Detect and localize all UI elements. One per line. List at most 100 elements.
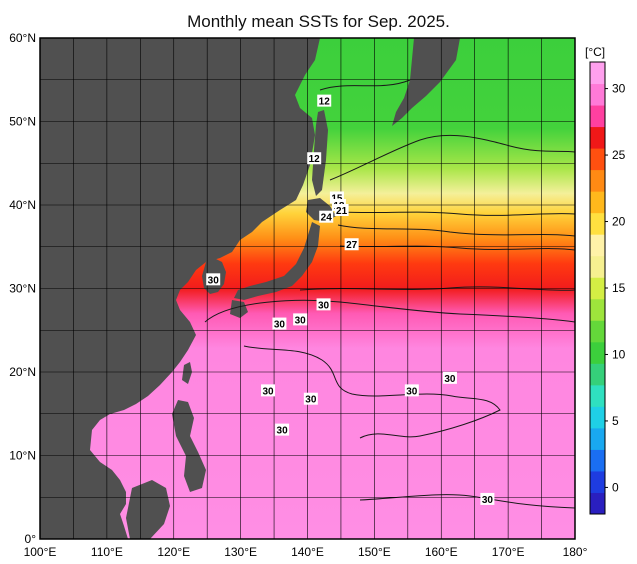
colorbar-segment xyxy=(590,234,605,257)
colorbar-tick-label: 30 xyxy=(612,82,626,96)
x-tick-label: 180° xyxy=(563,545,588,559)
colorbar-tick-label: 5 xyxy=(612,414,619,428)
contour-label-text: 30 xyxy=(444,374,456,385)
contour-label-text: 30 xyxy=(305,395,317,406)
colorbar-segment xyxy=(590,255,605,278)
x-tick-label: 120°E xyxy=(157,545,190,559)
contour-label-bg xyxy=(275,423,290,436)
contour-label: 12 xyxy=(317,94,332,108)
map-title: Monthly mean SSTs for Sep. 2025. xyxy=(187,12,450,31)
x-tick-label: 160°E xyxy=(425,545,458,559)
contour-label-bg xyxy=(293,313,308,326)
x-tick-label: 170°E xyxy=(492,545,525,559)
contour-label: 30 xyxy=(275,423,290,437)
contour-label-text: 15 xyxy=(331,193,343,204)
y-tick-label: 20°N xyxy=(9,365,36,379)
x-tick-label: 110°E xyxy=(91,545,123,559)
y-tick-label: 10°N xyxy=(9,449,36,463)
contour-label: 30 xyxy=(293,313,308,326)
y-tick-label: 0° xyxy=(25,532,37,546)
y-tick-label: 50°N xyxy=(9,115,36,129)
map-frame xyxy=(39,37,576,540)
y-tick-label: 40°N xyxy=(9,198,36,212)
contour-label-bg xyxy=(442,371,457,384)
colorbar-tick-label: 20 xyxy=(612,215,626,229)
contour-label-text: 12 xyxy=(309,154,321,165)
colorbar-unit-label: [°C] xyxy=(585,45,605,59)
contour-label-text: 12 xyxy=(319,97,331,108)
x-tick-label: 150°E xyxy=(358,545,391,559)
y-tick-label: 60°N xyxy=(9,31,36,45)
colorbar-segment xyxy=(590,62,605,85)
contour-label: 30 xyxy=(316,298,331,311)
contour-label-bg xyxy=(404,384,419,397)
colorbar-segment xyxy=(590,492,605,515)
contour-label-text: 30 xyxy=(208,275,220,286)
x-tick-label: 130°E xyxy=(224,545,257,559)
sumatra xyxy=(40,498,82,539)
colorbar-tick-label: 15 xyxy=(612,281,626,295)
contour-label: 30 xyxy=(272,317,287,331)
colorbar-tick-label: 10 xyxy=(612,347,626,361)
contour-label-bg xyxy=(316,298,331,311)
contour-label: 21 xyxy=(334,204,349,217)
taiwan xyxy=(182,362,192,384)
colorbar-segment xyxy=(590,212,605,235)
contour-label: 30 xyxy=(261,384,276,397)
contour-label-text: 30 xyxy=(277,426,289,437)
borneo xyxy=(126,480,170,539)
contour-label: 30 xyxy=(303,392,318,406)
colorbar-segment xyxy=(590,105,605,128)
colorbar-segment xyxy=(590,470,605,493)
contour-label-text: 27 xyxy=(346,240,358,251)
colorbar-tick-label: 25 xyxy=(612,148,626,162)
contour-label-text: 30 xyxy=(295,315,307,326)
colorbar-tick-labels: 0 5 10 15 20 25 30 xyxy=(605,82,626,494)
colorbar-tick-label: 0 xyxy=(612,480,619,494)
contour-label-text: 30 xyxy=(262,386,274,397)
contour-label-text: 30 xyxy=(318,300,330,311)
colorbar-segment xyxy=(590,384,605,407)
colorbar xyxy=(589,61,606,515)
kamchatka xyxy=(392,38,460,126)
x-tick-label: 100°E xyxy=(24,545,57,559)
contour-label-bg xyxy=(480,492,495,505)
colorbar-segment xyxy=(590,126,605,149)
colorbar-segment xyxy=(590,191,605,214)
contour-label: 24 xyxy=(319,210,334,224)
contour-label-bg xyxy=(317,94,332,107)
y-tick-labels: 0° 10°N 20°N 30°N 40°N 50°N 60°N xyxy=(9,31,36,546)
colorbar-segment xyxy=(590,298,605,321)
colorbar-segment xyxy=(590,341,605,364)
colorbar-segment xyxy=(590,320,605,343)
contour-label-text: 21 xyxy=(336,206,348,217)
contour-label-text: 30 xyxy=(406,386,418,397)
kyushu-shikoku xyxy=(230,300,248,318)
contour-label-text: 30 xyxy=(482,495,494,506)
contour-label-bg xyxy=(272,317,287,330)
contour-label-bg xyxy=(319,210,334,223)
colorbar-segment xyxy=(590,363,605,386)
contour-label-text: 24 xyxy=(321,213,333,224)
y-tick-label: 30°N xyxy=(9,282,36,296)
colorbar-segment xyxy=(590,277,605,300)
honshu xyxy=(234,222,320,300)
contour-label-bg xyxy=(344,238,359,251)
contour-label: 30 xyxy=(480,492,495,506)
contour-label: 12 xyxy=(307,152,322,165)
contour-label: 30 xyxy=(206,273,221,286)
colorbar-segment xyxy=(590,406,605,429)
contour-labels: 1212151821242730303030303030303030 xyxy=(206,94,495,506)
contour-label-bg xyxy=(303,392,318,405)
contour-label-bg xyxy=(307,152,322,165)
colorbar-segment xyxy=(590,148,605,171)
contour-label-bg xyxy=(206,273,221,286)
contour-label-bg xyxy=(334,204,349,217)
philippines xyxy=(172,400,206,492)
contour-label: 27 xyxy=(344,238,359,251)
x-tick-label: 140°E xyxy=(291,545,324,559)
contour-label-text: 30 xyxy=(274,320,286,331)
colorbar-segment xyxy=(590,83,605,106)
colorbar-segment xyxy=(590,449,605,472)
x-tick-labels: 100°E 110°E 120°E 130°E 140°E 150°E 160°E 170°E… xyxy=(24,545,588,559)
